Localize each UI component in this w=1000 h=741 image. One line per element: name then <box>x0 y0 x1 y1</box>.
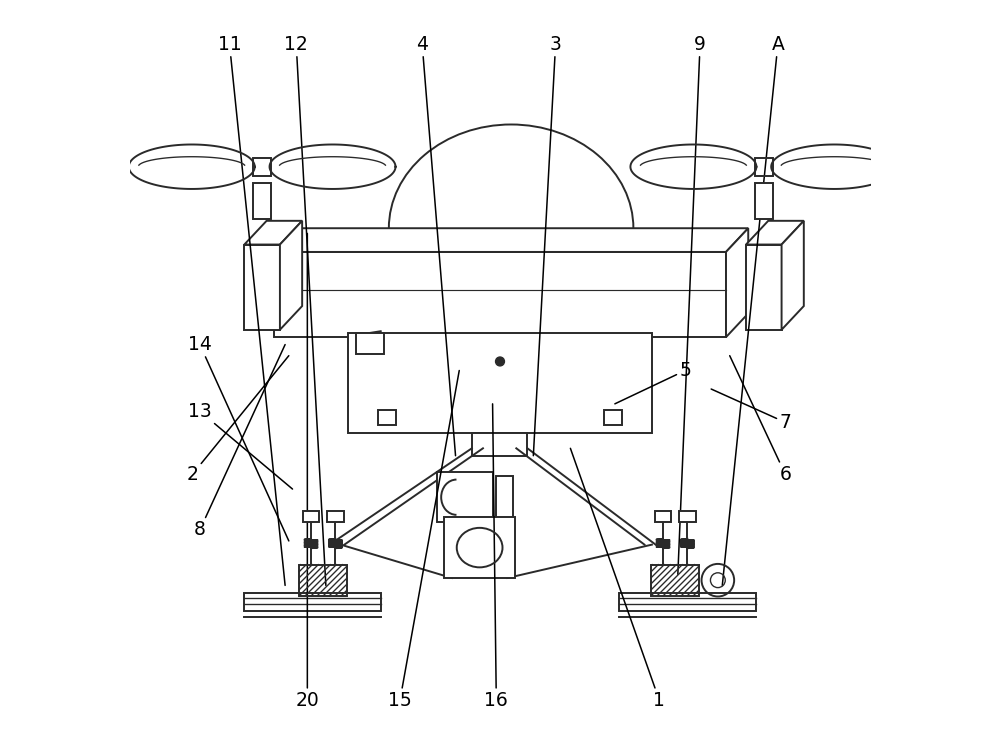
Polygon shape <box>726 228 748 337</box>
Text: 7: 7 <box>711 389 791 432</box>
Polygon shape <box>274 252 726 337</box>
Text: 14: 14 <box>188 335 289 541</box>
Polygon shape <box>782 221 804 330</box>
Text: A: A <box>722 35 784 585</box>
Polygon shape <box>244 593 381 611</box>
Polygon shape <box>280 221 302 330</box>
Text: 11: 11 <box>218 35 285 585</box>
Polygon shape <box>746 221 804 245</box>
Polygon shape <box>472 433 527 456</box>
Text: 5: 5 <box>615 361 691 404</box>
Polygon shape <box>356 333 384 354</box>
Polygon shape <box>303 511 319 522</box>
Text: 6: 6 <box>730 356 791 484</box>
Polygon shape <box>348 333 652 433</box>
Text: 15: 15 <box>388 370 459 710</box>
Polygon shape <box>244 245 280 330</box>
Polygon shape <box>327 511 344 522</box>
Circle shape <box>496 357 504 366</box>
Polygon shape <box>244 221 302 245</box>
Polygon shape <box>253 183 271 219</box>
Polygon shape <box>755 183 773 219</box>
Text: 3: 3 <box>533 35 562 456</box>
Text: 13: 13 <box>188 402 293 489</box>
Polygon shape <box>274 228 748 252</box>
Text: 4: 4 <box>416 35 456 456</box>
Polygon shape <box>619 593 756 611</box>
Polygon shape <box>496 476 513 519</box>
Polygon shape <box>679 511 696 522</box>
Text: 16: 16 <box>484 404 508 710</box>
Text: 20: 20 <box>295 233 319 710</box>
Polygon shape <box>746 245 782 330</box>
Text: 12: 12 <box>284 35 326 585</box>
Polygon shape <box>444 517 515 578</box>
Text: 2: 2 <box>187 356 289 484</box>
Polygon shape <box>655 511 671 522</box>
Polygon shape <box>437 472 493 522</box>
Text: 1: 1 <box>570 448 665 710</box>
Text: 8: 8 <box>194 345 285 539</box>
Text: 9: 9 <box>678 35 706 574</box>
